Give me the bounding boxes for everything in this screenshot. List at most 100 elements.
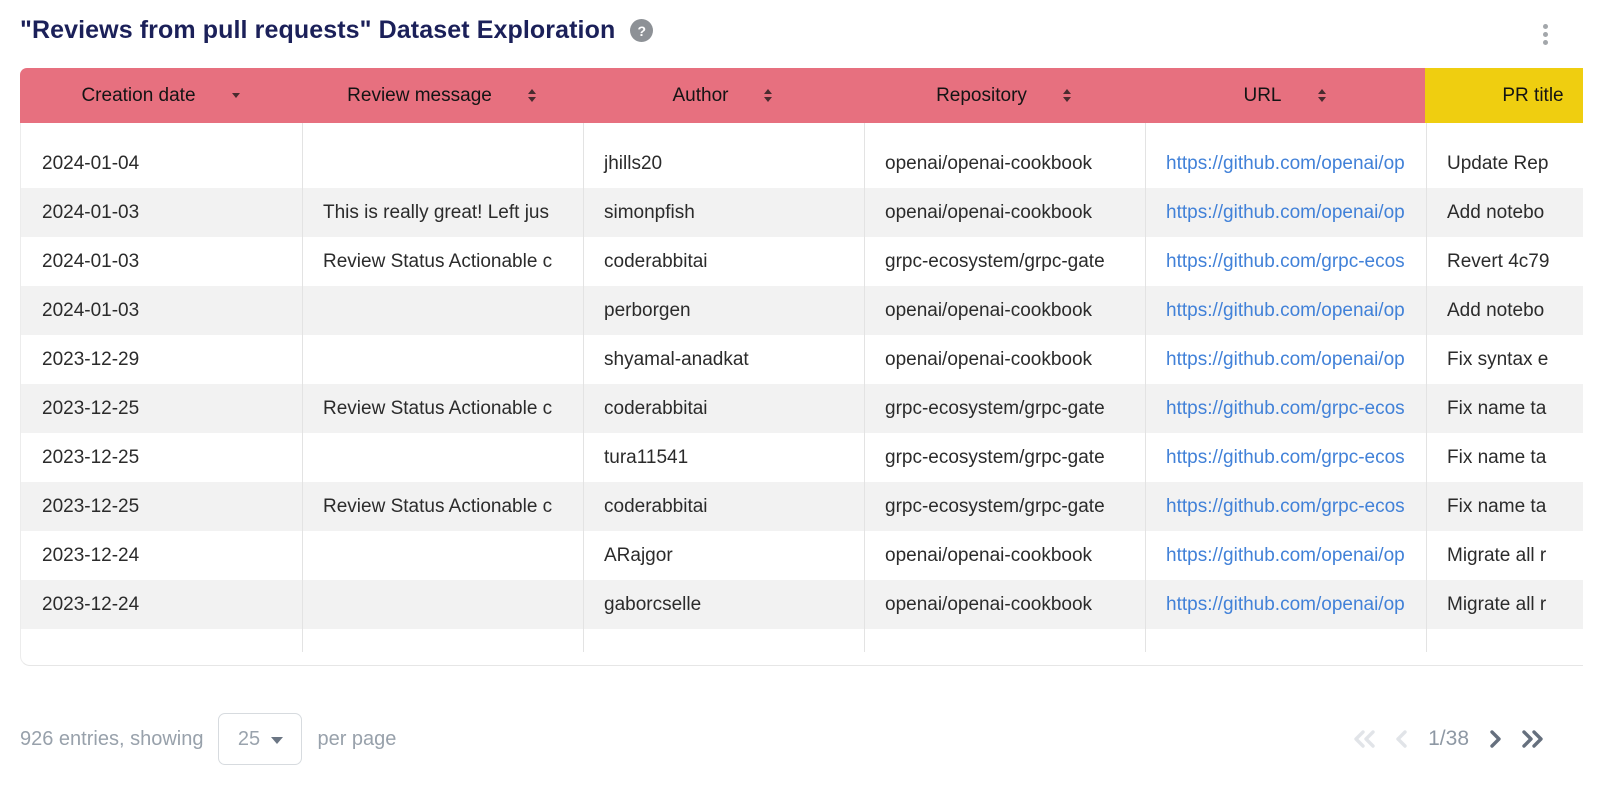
- table-row[interactable]: 2024-01-03 perborgen openai/openai-cookboo…: [21, 286, 1583, 335]
- creation-date-cell: 2024-01-03: [42, 299, 140, 321]
- entries-summary: 926 entries, showing 25 per page: [20, 713, 396, 765]
- table-footer: 926 entries, showing 25 per page 1/38: [20, 700, 1580, 778]
- pr-title-cell: Add notebo: [1447, 299, 1545, 321]
- url-link[interactable]: https://github.com/openai/op: [1166, 201, 1405, 223]
- column-divider: [864, 123, 865, 652]
- repository-cell: openai/openai-cookbook: [885, 152, 1093, 174]
- creation-date-cell: 2023-12-24: [42, 544, 140, 566]
- column-header-repository[interactable]: Repository: [863, 68, 1144, 123]
- table-row[interactable]: 2024-01-03 This is really great! Left jus…: [21, 188, 1583, 237]
- column-header-review-message[interactable]: Review message: [301, 68, 582, 123]
- url-link[interactable]: https://github.com/grpc-ecos: [1166, 495, 1405, 517]
- last-page-button[interactable]: [1517, 727, 1547, 751]
- repository-cell: openai/openai-cookbook: [885, 593, 1093, 615]
- column-divider: [1426, 123, 1427, 652]
- repository-cell: openai/openai-cookbook: [885, 299, 1093, 321]
- creation-date-cell: 2023-12-29: [42, 348, 140, 370]
- url-link[interactable]: https://github.com/grpc-ecos: [1166, 250, 1405, 272]
- table-row[interactable]: 2024-01-04 jhills20 openai/openai-cookbook…: [21, 139, 1583, 188]
- table-row[interactable]: 2023-12-24 gaborcselle openai/openai-cookb…: [21, 580, 1583, 629]
- author-cell: coderabbitai: [604, 250, 708, 272]
- creation-date-cell: 2023-12-25: [42, 446, 140, 468]
- kebab-menu-icon[interactable]: [1541, 22, 1550, 47]
- review-message-cell: Review Status Actionable c: [323, 495, 553, 517]
- column-label: Repository: [936, 84, 1027, 106]
- column-header-author[interactable]: Author: [582, 68, 863, 123]
- per-page-text: per page: [317, 727, 397, 750]
- column-label: URL: [1243, 84, 1282, 106]
- pr-title-cell: Migrate all r: [1447, 544, 1547, 566]
- chevron-right-icon: [1490, 730, 1501, 748]
- author-cell: jhills20: [604, 152, 663, 174]
- page-indicator: 1/38: [1428, 727, 1469, 750]
- author-cell: coderabbitai: [604, 397, 708, 419]
- author-cell: perborgen: [604, 299, 691, 321]
- url-link[interactable]: https://github.com/openai/op: [1166, 152, 1405, 174]
- prev-page-button[interactable]: [1393, 727, 1411, 751]
- creation-date-cell: 2024-01-03: [42, 250, 140, 272]
- pr-title-cell: Fix name ta: [1447, 397, 1547, 419]
- chevron-left-icon: [1396, 730, 1407, 748]
- pr-title-cell: Migrate all r: [1447, 593, 1547, 615]
- table-row[interactable]: 2023-12-25 Review Status Actionable c code…: [21, 482, 1583, 531]
- table-header-row: Creation date Review message Author Repo…: [20, 68, 1583, 123]
- url-link[interactable]: https://github.com/grpc-ecos: [1166, 446, 1405, 468]
- url-link[interactable]: https://github.com/openai/op: [1166, 299, 1405, 321]
- repository-cell: grpc-ecosystem/grpc-gate: [885, 495, 1105, 517]
- entries-count-text: 926 entries, showing: [20, 727, 204, 750]
- chevron-down-icon: [271, 737, 284, 744]
- repository-cell: openai/openai-cookbook: [885, 201, 1093, 223]
- column-label: Author: [672, 84, 729, 106]
- review-message-cell: Review Status Actionable c: [323, 250, 553, 272]
- column-label: PR title: [1502, 84, 1564, 106]
- column-header-pr-title[interactable]: PR title: [1425, 68, 1583, 123]
- author-cell: tura11541: [604, 446, 689, 468]
- table-row[interactable]: 2023-12-24 ARajgor openai/openai-cookbook h…: [21, 531, 1583, 580]
- column-divider: [302, 123, 303, 652]
- author-cell: ARajgor: [604, 544, 673, 566]
- creation-date-cell: 2023-12-25: [42, 495, 140, 517]
- pr-title-cell: Fix name ta: [1447, 446, 1547, 468]
- repository-cell: grpc-ecosystem/grpc-gate: [885, 250, 1105, 272]
- column-label: Creation date: [81, 84, 196, 106]
- column-header-url[interactable]: URL: [1144, 68, 1425, 123]
- table-row[interactable]: 2023-12-25 Review Status Actionable c code…: [21, 384, 1583, 433]
- author-cell: gaborcselle: [604, 593, 702, 615]
- creation-date-cell: 2024-01-04: [42, 152, 140, 174]
- sort-icon: [764, 89, 773, 102]
- pr-title-cell: Revert 4c79: [1447, 250, 1550, 272]
- table-row[interactable]: 2024-01-03 Review Status Actionable c code…: [21, 237, 1583, 286]
- dataset-table: Creation date Review message Author Repo…: [20, 68, 1583, 666]
- sort-icon: [1062, 89, 1071, 102]
- help-icon[interactable]: ?: [630, 19, 654, 42]
- table-row[interactable]: 2023-12-25 tura11541 grpc-ecosystem/grpc-g…: [21, 433, 1583, 482]
- pr-title-cell: Update Rep: [1447, 152, 1549, 174]
- creation-date-cell: 2023-12-24: [42, 593, 140, 615]
- url-link[interactable]: https://github.com/openai/op: [1166, 593, 1405, 615]
- author-cell: simonpfish: [604, 201, 695, 223]
- url-link[interactable]: https://github.com/grpc-ecos: [1166, 397, 1405, 419]
- page-size-select[interactable]: 25: [218, 713, 303, 765]
- next-page-button[interactable]: [1486, 727, 1504, 751]
- repository-cell: grpc-ecosystem/grpc-gate: [885, 397, 1105, 419]
- double-chevron-right-icon: [1522, 730, 1543, 748]
- column-header-creation-date[interactable]: Creation date: [20, 68, 301, 123]
- sort-icon: [1317, 89, 1326, 102]
- page-title: "Reviews from pull requests" Dataset Exp…: [20, 16, 616, 44]
- pagination: 1/38: [1350, 727, 1580, 751]
- first-page-button[interactable]: [1350, 727, 1380, 751]
- sort-desc-icon: [231, 93, 240, 98]
- pr-title-cell: Fix name ta: [1447, 495, 1547, 517]
- column-divider: [583, 123, 584, 652]
- column-divider: [1145, 123, 1146, 652]
- pr-title-cell: Fix syntax e: [1447, 348, 1549, 370]
- repository-cell: openai/openai-cookbook: [885, 544, 1093, 566]
- double-chevron-left-icon: [1354, 730, 1375, 748]
- url-link[interactable]: https://github.com/openai/op: [1166, 348, 1405, 370]
- table-row[interactable]: 2023-12-29 shyamal-anadkat openai/openai-c…: [21, 335, 1583, 384]
- pr-title-cell: Add notebo: [1447, 201, 1545, 223]
- url-link[interactable]: https://github.com/openai/op: [1166, 544, 1405, 566]
- sort-icon: [527, 89, 536, 102]
- repository-cell: openai/openai-cookbook: [885, 348, 1093, 370]
- review-message-cell: Review Status Actionable c: [323, 397, 553, 419]
